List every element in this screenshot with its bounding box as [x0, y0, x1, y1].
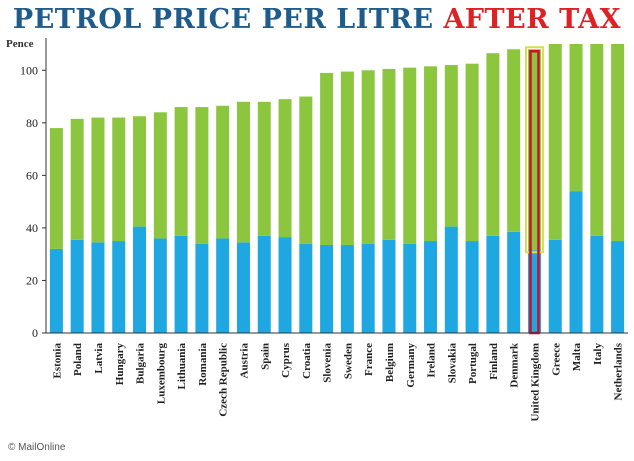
x-tick-label: Belgium: [384, 343, 396, 382]
x-tick-label: Portugal: [467, 343, 479, 384]
bar-segment-tax: [486, 53, 500, 236]
x-tick-label: Poland: [72, 343, 84, 376]
x-tick-label: Finland: [488, 343, 500, 380]
x-tick-label: Slovakia: [446, 343, 458, 384]
x-tick-label: Sweden: [342, 343, 354, 379]
x-tick-label: Latvia: [93, 343, 105, 374]
x-tick-label: Italy: [592, 343, 604, 366]
x-tick-label: Germany: [405, 343, 417, 388]
bar-segment-tax: [361, 70, 375, 244]
bar-segment-price: [299, 243, 313, 333]
x-tick-label: Austria: [238, 343, 250, 379]
bar-segment-tax: [195, 107, 209, 244]
bar-segment-price: [216, 238, 230, 333]
x-tick-label: Estonia: [51, 343, 63, 379]
bar-segment-price: [174, 235, 188, 333]
bar-segment-price: [91, 242, 105, 333]
bar-segment-price: [320, 244, 334, 333]
chart-title: PETROL PRICE PER LITRE AFTER TAX: [0, 4, 634, 35]
x-tick-label: Lithuania: [176, 343, 188, 390]
bar-segment-tax: [403, 67, 417, 244]
bar-segment-price: [611, 241, 625, 333]
bar-segment-tax: [507, 49, 521, 232]
x-tick-label: Netherlands: [613, 342, 625, 400]
bar-segment-price: [112, 241, 126, 333]
bar-segment-tax: [174, 107, 188, 236]
bar-segment-price: [403, 243, 417, 333]
bar-segment-tax: [444, 65, 458, 227]
bar-segment-tax: [382, 68, 396, 240]
bar-segment-price: [195, 243, 209, 333]
bar-segment-tax: [548, 44, 562, 240]
bar-segment-tax: [465, 63, 479, 242]
bar-segment-price: [361, 243, 375, 333]
y-tick-label: 60: [26, 168, 38, 182]
title-part-2: AFTER TAX: [443, 4, 622, 35]
y-tick-label: 20: [26, 273, 38, 287]
y-tick-label: 80: [26, 116, 38, 130]
highlight-box: [524, 46, 544, 254]
bar-segment-price: [569, 191, 583, 333]
bar-segment-tax: [340, 71, 354, 245]
bar-segment-tax: [91, 117, 105, 243]
bar-segment-tax: [236, 101, 250, 243]
bar-segment-price: [424, 241, 438, 333]
bar-segment-price: [465, 241, 479, 333]
bar-segment-tax: [278, 99, 292, 238]
bar-segment-price: [590, 235, 604, 333]
y-tick-label: 100: [20, 63, 38, 77]
y-tick-label: 0: [32, 326, 38, 340]
bar-segment-tax: [133, 116, 147, 227]
x-tick-label: Romania: [197, 343, 209, 386]
x-tick-label: Cyprus: [280, 342, 292, 378]
x-tick-label: United Kingdom: [529, 343, 541, 422]
bar-segment-price: [49, 248, 63, 333]
credit-label: © MailOnline: [8, 442, 66, 453]
bar-segment-tax: [299, 96, 313, 244]
bar-segment-price: [507, 231, 521, 333]
bar-segment-price: [153, 238, 167, 333]
bar-segment-tax: [70, 118, 84, 240]
bar-segment-tax: [153, 112, 167, 239]
y-axis-unit-label: Pence: [6, 38, 34, 50]
x-tick-label: Ireland: [426, 343, 438, 378]
bar-segment-price: [486, 235, 500, 333]
x-tick-label: Hungary: [114, 343, 126, 386]
x-tick-label: Slovenia: [322, 343, 334, 383]
x-tick-label: Denmark: [509, 342, 521, 387]
bar-segment-tax: [590, 44, 604, 236]
bar-segment-price: [444, 226, 458, 333]
bar-segment-price: [257, 235, 271, 333]
bar-segment-tax: [424, 66, 438, 242]
bar-segment-tax: [569, 44, 583, 192]
x-tick-label: Luxembourg: [155, 343, 167, 405]
x-tick-label: Spain: [259, 343, 271, 370]
bar-segment-price: [70, 239, 84, 333]
bar-segment-price: [236, 242, 250, 333]
bar-segment-price: [278, 237, 292, 333]
x-tick-label: Malta: [571, 343, 583, 372]
title-part-1: PETROL PRICE PER LITRE: [12, 4, 434, 35]
bar-segment-tax: [216, 105, 230, 239]
x-tick-label: Croatia: [301, 343, 313, 379]
x-tick-label: Czech Republic: [218, 343, 230, 417]
x-tick-label: Greece: [550, 343, 562, 376]
y-tick-label: 40: [26, 221, 38, 235]
bar-segment-price: [382, 239, 396, 333]
bar-segment-tax: [49, 128, 63, 249]
bar-segment-price: [548, 239, 562, 333]
x-tick-label: Bulgaria: [135, 343, 147, 384]
bar-segment-tax: [112, 117, 126, 242]
bar-segment-tax: [320, 72, 334, 245]
bar-segment-price: [133, 226, 147, 333]
x-tick-label: France: [363, 343, 375, 376]
bar-segment-tax: [611, 44, 625, 242]
bar-segment-price: [340, 244, 354, 333]
bar-segment-tax: [257, 101, 271, 236]
